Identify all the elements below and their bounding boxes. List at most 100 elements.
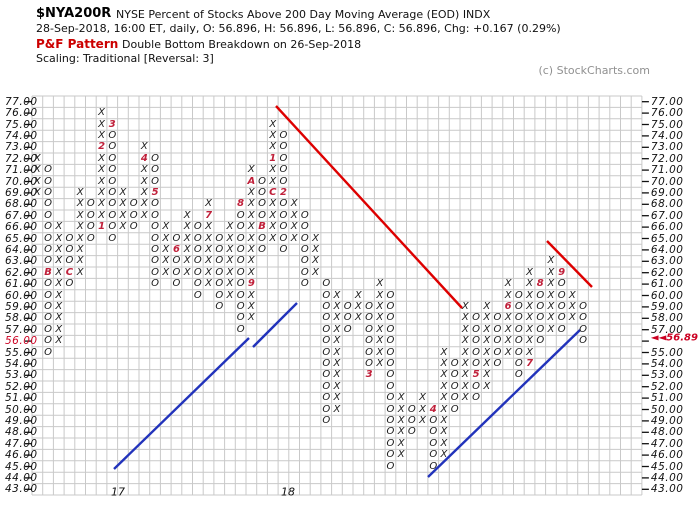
y-axis-label-right: 45.00: [650, 460, 684, 473]
pf-glyph: X: [33, 164, 41, 176]
pf-glyph: X: [483, 357, 491, 369]
pf-glyph: X: [547, 289, 555, 301]
pf-glyph: X: [290, 221, 298, 233]
pf-glyph: X: [98, 175, 105, 187]
pf-glyph: O: [215, 266, 224, 278]
pf-glyph: O: [322, 357, 331, 369]
pf-glyph: O: [472, 346, 480, 358]
pf-glyph: O: [557, 278, 566, 290]
pf-glyph: O: [536, 289, 545, 301]
pf-glyph: X: [526, 323, 533, 335]
y-axis-label-left: 76.00: [5, 107, 38, 120]
pf-glyph: X: [483, 323, 491, 335]
pf-glyph: X: [376, 335, 384, 347]
pf-glyph: O: [322, 380, 331, 392]
pf-glyph: X: [98, 164, 105, 176]
pf-glyph: O: [579, 300, 587, 312]
month-marker: 7: [526, 357, 534, 369]
pf-glyph: X: [376, 346, 384, 358]
pf-glyph: O: [236, 278, 245, 290]
month-marker: 1: [269, 152, 277, 164]
y-axis-label-left: 49.00: [5, 414, 38, 427]
pf-glyph: X: [98, 152, 105, 164]
pf-glyph: O: [44, 186, 52, 198]
pf-glyph: X: [440, 369, 448, 381]
pf-glyph: X: [440, 449, 448, 461]
pf-glyph: X: [269, 209, 277, 221]
pf-glyph: O: [44, 175, 52, 187]
pf-glyph: X: [419, 414, 426, 426]
y-axis-label-left: 55.00: [5, 346, 38, 359]
pf-glyph: O: [44, 255, 52, 267]
pf-glyph: O: [386, 312, 395, 324]
pf-glyph: X: [55, 289, 63, 301]
pf-glyph: X: [226, 278, 234, 290]
pf-glyph: X: [397, 403, 405, 415]
pf-glyph: O: [215, 243, 224, 255]
pf-glyph: X: [333, 346, 341, 358]
month-marker: 4: [140, 152, 148, 164]
pf-glyph: X: [140, 175, 148, 187]
pf-glyph: X: [440, 403, 448, 415]
pattern-description: Double Bottom Breakdown on 26-Sep-2018: [122, 38, 362, 51]
y-axis-label-right: 54.00: [650, 357, 684, 370]
y-axis-label-right: 62.00: [650, 266, 684, 279]
pf-glyph: X: [226, 243, 234, 255]
pf-glyph: O: [514, 312, 523, 324]
pf-glyph: O: [322, 289, 331, 301]
pf-glyph: X: [312, 243, 319, 255]
pf-glyph: X: [483, 335, 491, 347]
month-marker: 5: [472, 369, 480, 381]
pf-glyph: O: [215, 300, 224, 312]
pf-glyph: X: [568, 289, 576, 301]
y-axis-label-left: 68.00: [5, 198, 38, 211]
pf-glyph: O: [322, 300, 331, 312]
pf-glyph: X: [419, 392, 426, 404]
pf-glyph: X: [547, 323, 555, 335]
pf-glyph: O: [407, 414, 416, 426]
pf-glyph: X: [226, 232, 234, 244]
pf-glyph: X: [98, 209, 105, 221]
pf-glyph: O: [386, 392, 395, 404]
pf-glyph: X: [504, 312, 512, 324]
pf-glyph: O: [322, 403, 331, 415]
index-description: NYSE Percent of Stocks Above 200 Day Mov…: [116, 8, 491, 21]
pf-glyph: O: [151, 266, 159, 278]
month-marker: 1: [98, 221, 106, 233]
pf-glyph: O: [172, 266, 181, 278]
pf-glyph: O: [108, 164, 117, 176]
y-axis-label-right: 60.00: [650, 289, 684, 302]
pf-glyph: X: [440, 392, 448, 404]
month-marker: 8: [536, 278, 544, 290]
pf-glyph: O: [279, 209, 288, 221]
y-axis-label-right: 51.00: [650, 392, 684, 405]
month-marker: 8: [237, 198, 245, 210]
pf-glyph: O: [322, 369, 331, 381]
pf-glyph: O: [172, 255, 181, 267]
pf-glyph: O: [279, 164, 288, 176]
pf-glyph: O: [322, 414, 331, 426]
pf-glyph: O: [300, 232, 309, 244]
pf-glyph: X: [226, 289, 234, 301]
pf-glyph: O: [322, 392, 331, 404]
red-downtrend-main: [275, 105, 463, 309]
pf-glyph: X: [333, 369, 341, 381]
month-marker: 6: [172, 243, 180, 255]
pf-glyph: X: [376, 278, 384, 290]
y-axis-label-left: 47.00: [5, 437, 38, 450]
pf-glyph: X: [55, 278, 63, 290]
y-axis-label-right: 72.00: [650, 152, 684, 165]
pf-glyph: X: [55, 300, 63, 312]
month-marker: 3: [108, 118, 116, 130]
pf-glyph: O: [258, 186, 266, 198]
pf-glyph: O: [536, 300, 545, 312]
pf-glyph: O: [365, 346, 373, 358]
pf-glyph: O: [322, 335, 331, 347]
pf-glyph: O: [557, 300, 566, 312]
y-axis-label-left: 53.00: [5, 369, 38, 382]
pf-glyph: O: [258, 198, 266, 210]
y-axis-label-left: 73.00: [5, 141, 38, 154]
pf-glyph: O: [108, 129, 117, 141]
